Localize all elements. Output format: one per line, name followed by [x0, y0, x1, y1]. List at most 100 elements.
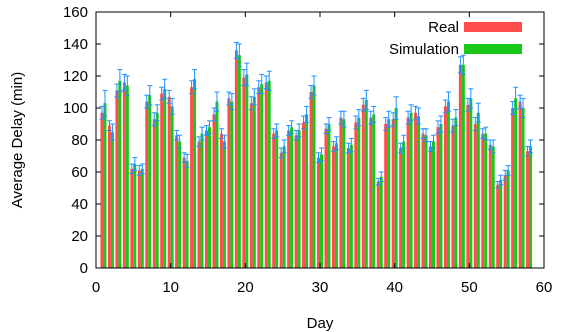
y-tick-label-160: 160 [63, 4, 88, 21]
bar-simulation-day-51 [476, 112, 480, 268]
bar-simulation-day-47 [446, 101, 450, 268]
x-tick-label-40: 40 [386, 279, 403, 296]
x-tick-label-50: 50 [461, 279, 478, 296]
bar-simulation-day-18 [230, 101, 234, 268]
bar-real-day-16 [212, 114, 216, 269]
bar-simulation-day-57 [521, 108, 525, 268]
bar-real-day-18 [227, 98, 231, 269]
bar-real-day-51 [473, 124, 477, 268]
bar-real-day-29 [309, 92, 313, 268]
bar-real-day-10 [167, 96, 171, 268]
bar-real-day-45 [429, 146, 432, 268]
bar-real-day-11 [175, 135, 179, 268]
bar-simulation-day-20 [245, 74, 249, 269]
legend: Real Simulation [389, 19, 522, 58]
bar-simulation-day-14 [200, 133, 204, 268]
bar-simulation-day-22 [260, 84, 264, 268]
bar-simulation-day-24 [275, 130, 279, 268]
bar-simulation-day-13 [193, 79, 197, 268]
bar-simulation-day-33 [342, 119, 346, 268]
x-tick-label-10: 10 [162, 279, 179, 296]
error-bars-layer [99, 41, 534, 189]
bar-real-day-1 [100, 112, 104, 268]
bar-simulation-day-11 [178, 141, 182, 268]
bar-real-day-50 [466, 104, 470, 268]
bar-simulation-day-12 [185, 160, 189, 268]
bar-simulation-day-54 [499, 180, 503, 268]
bar-real-day-6 [137, 170, 141, 268]
bar-simulation-day-1 [103, 103, 107, 268]
bar-simulation-day-5 [133, 164, 137, 268]
bar-real-day-48 [451, 125, 455, 268]
bar-simulation-day-28 [305, 114, 309, 269]
bar-simulation-day-31 [327, 124, 331, 268]
bar-real-day-27 [294, 135, 298, 268]
bar-real-day-40 [391, 119, 395, 268]
bar-real-day-7 [145, 101, 149, 268]
bars-layer [100, 50, 533, 269]
bar-real-day-46 [436, 127, 440, 268]
bar-real-day-19 [234, 50, 238, 269]
bar-simulation-day-58 [529, 146, 533, 268]
bar-simulation-day-25 [282, 146, 286, 268]
x-tick-label-0: 0 [92, 279, 100, 296]
bar-simulation-day-17 [222, 141, 226, 268]
x-tick-label-60: 60 [536, 279, 553, 296]
bar-real-day-26 [287, 130, 291, 268]
bar-real-day-28 [302, 122, 306, 269]
bar-real-day-9 [160, 93, 164, 268]
bar-real-day-57 [518, 101, 522, 268]
bar-real-day-52 [481, 133, 485, 268]
bar-real-day-8 [152, 119, 156, 268]
bar-real-day-25 [279, 152, 283, 268]
bar-simulation-day-29 [312, 85, 316, 268]
bar-simulation-day-38 [379, 176, 383, 268]
axis-ticks: 0 20 40 60 80 100 120 140 160 0 10 20 30 40 50 60 [63, 4, 552, 296]
y-tick-label-120: 120 [63, 68, 88, 85]
bar-simulation-day-53 [491, 146, 495, 268]
y-tick-label-20: 20 [71, 228, 88, 245]
bar-real-day-17 [219, 133, 223, 268]
bar-simulation-day-49 [461, 64, 465, 268]
bar-simulation-day-35 [357, 117, 361, 268]
bar-real-day-39 [384, 124, 388, 268]
bar-simulation-day-30 [320, 154, 323, 268]
bar-real-day-2 [107, 125, 111, 268]
bar-simulation-day-21 [252, 96, 256, 268]
bar-simulation-day-56 [514, 98, 518, 269]
bar-real-day-53 [488, 144, 492, 268]
bar-simulation-day-23 [267, 80, 271, 268]
bar-simulation-day-41 [402, 141, 406, 268]
bar-simulation-day-32 [334, 143, 338, 268]
bar-simulation-day-4 [125, 85, 129, 268]
bar-simulation-day-36 [364, 100, 368, 268]
bar-simulation-day-37 [372, 114, 376, 269]
bar-real-day-13 [190, 87, 194, 268]
bar-real-day-23 [264, 82, 268, 269]
bar-real-day-55 [503, 175, 507, 268]
bar-real-day-31 [324, 128, 328, 268]
bar-real-day-36 [361, 104, 365, 268]
x-axis-title: Day [307, 315, 334, 332]
bar-real-day-12 [182, 157, 186, 268]
y-tick-label-80: 80 [71, 132, 88, 149]
legend-label-real: Real [428, 19, 459, 36]
bar-simulation-day-55 [506, 170, 510, 268]
bar-real-day-41 [399, 148, 403, 268]
bar-real-day-42 [406, 117, 410, 268]
bar-real-day-24 [272, 133, 276, 268]
legend-swatch-real [464, 22, 522, 32]
bar-real-day-47 [443, 106, 447, 269]
bar-simulation-day-8 [155, 112, 159, 268]
bar-real-day-21 [249, 103, 253, 268]
y-tick-label-0: 0 [80, 260, 88, 277]
bar-simulation-day-15 [208, 127, 211, 268]
bar-real-day-33 [339, 117, 343, 268]
bar-real-day-44 [421, 133, 425, 268]
bar-real-day-54 [496, 184, 500, 268]
x-tick-label-30: 30 [312, 279, 329, 296]
bar-real-day-32 [331, 146, 335, 268]
bar-simulation-day-52 [484, 133, 488, 268]
bar-simulation-day-26 [290, 127, 294, 268]
